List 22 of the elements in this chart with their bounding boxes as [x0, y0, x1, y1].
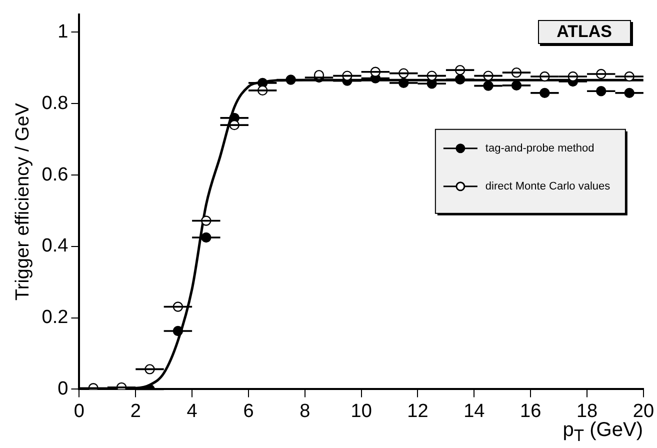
annotation: ATLAS	[538, 20, 631, 44]
legend-label: tag-and-probe method	[485, 142, 594, 154]
y-tick-label: 1	[58, 21, 68, 42]
x-axis-title: p$_{T}$ (GeV)	[562, 419, 643, 446]
y-tick-label: 0.8	[42, 92, 68, 114]
legend-label: direct Monte Carlo values	[485, 180, 611, 192]
x-tick-label: 16	[520, 400, 542, 422]
y-axis-title: Trigger efficiency / GeV	[12, 102, 34, 301]
x-tick-label: 0	[74, 400, 84, 422]
y-tick-label: 0	[58, 378, 68, 400]
x-tick-label: 8	[300, 400, 310, 422]
x-tick-label: 2	[130, 400, 141, 422]
x-tick-label: 14	[464, 400, 486, 422]
y-tick-label: 0.6	[42, 164, 68, 186]
x-tick-label: 12	[407, 400, 428, 422]
x-tick-label: 10	[350, 400, 372, 422]
x-tick-label: 4	[186, 400, 198, 422]
y-tick-label: 0.4	[42, 236, 69, 257]
y-tick-label: 0.2	[42, 307, 68, 328]
x-tick-label: 6	[243, 400, 254, 422]
x-tick-label: 18	[576, 400, 598, 422]
x-tick-label: 20	[632, 400, 654, 422]
